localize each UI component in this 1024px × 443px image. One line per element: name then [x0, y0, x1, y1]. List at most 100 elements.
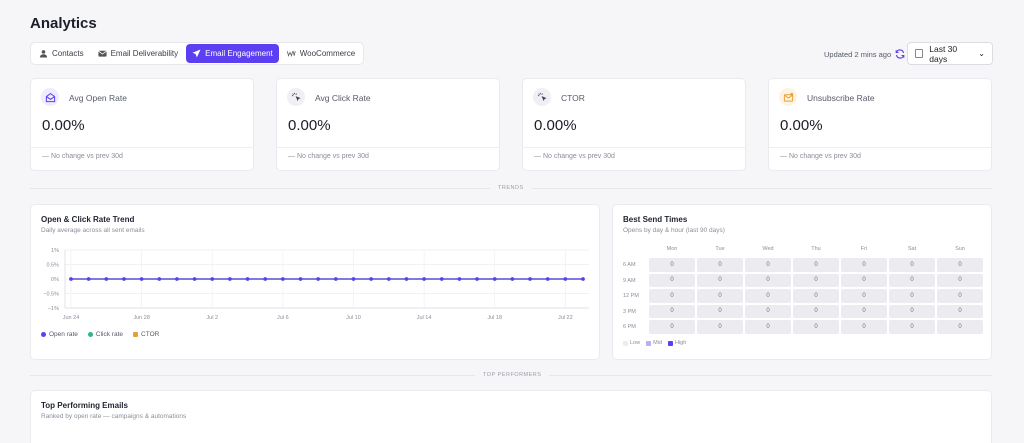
heatmap-cell: 0: [649, 273, 695, 287]
stat-compare: — No change vs prev 30d: [780, 153, 861, 160]
data-point: [316, 277, 320, 281]
data-point: [281, 277, 285, 281]
ctor-icon: [533, 88, 551, 106]
heatmap-cell: 0: [889, 258, 935, 272]
heatmap-cell: 0: [793, 320, 839, 334]
data-point: [192, 277, 197, 281]
click-icon: [287, 88, 305, 106]
heatmap-cell: 0: [937, 289, 983, 303]
data-point: [104, 277, 109, 281]
stat-label: Unsubscribe Rate: [807, 93, 875, 103]
data-point: [122, 277, 126, 281]
heatmap-cell: 0: [937, 273, 983, 287]
refresh-icon[interactable]: [895, 49, 905, 59]
stat-label: CTOR: [561, 93, 585, 103]
heatmap-cell: 0: [889, 289, 935, 303]
woocommerce-icon: [286, 51, 296, 57]
send-icon: [192, 49, 201, 58]
data-point: [422, 277, 426, 281]
last-updated: Updated 2 mins ago: [824, 49, 905, 59]
data-point: [510, 277, 515, 281]
heatmap-hour-label: 3 PM: [623, 308, 636, 315]
heatmap-day-label: Tue: [715, 246, 725, 252]
heatmap-day-label: Sat: [907, 246, 917, 252]
heatmap-cell: 0: [745, 273, 791, 287]
x-tick-label: Jul 2: [206, 315, 218, 321]
legend-item-ctor: CTOR: [133, 331, 159, 338]
section-label-top-performers: TOP PERFORMERS: [475, 372, 550, 378]
stat-card-click-rate: Avg Click Rate 0.00% — No change vs prev…: [276, 78, 500, 171]
trend-chart-subtitle: Daily average across all sent emails: [41, 227, 145, 234]
heatmap-cell: 0: [649, 320, 695, 334]
section-label-trends: TRENDS: [490, 185, 532, 191]
calendar-icon: [915, 49, 924, 58]
tab-contacts[interactable]: Contacts: [33, 44, 90, 63]
heatmap-day-label: Mon: [666, 246, 678, 252]
stat-value: 0.00%: [534, 117, 577, 134]
trend-chart-title: Open & Click Rate Trend: [41, 215, 135, 224]
data-point: [175, 277, 179, 281]
stat-compare: — No change vs prev 30d: [42, 153, 123, 160]
heatmap-day-label: Sun: [955, 246, 965, 252]
legend-label: Low: [630, 340, 641, 346]
heatmap-cell: 0: [937, 304, 983, 318]
stat-card-ctor: CTOR 0.00% — No change vs prev 30d: [522, 78, 746, 171]
heatmap-cell: 0: [889, 273, 935, 287]
top-emails-panel: Top Performing Emails Ranked by open rat…: [30, 390, 992, 443]
heatmap-cell: 0: [841, 289, 887, 303]
trend-line-chart: 1% 0.5% 0% −0.5% −1% Jun 24 Jun 28 Jul 2 Jul 6 Ju…: [43, 248, 589, 321]
legend-label: Open rate: [49, 331, 78, 338]
data-point: [298, 277, 303, 281]
stat-compare: — No change vs prev 30d: [288, 153, 369, 160]
data-point: [369, 277, 373, 281]
stat-label: Avg Click Rate: [315, 93, 371, 103]
heatmap-cell: 0: [745, 320, 791, 334]
data-point: [457, 277, 462, 281]
heatmap-cell: 0: [649, 258, 695, 272]
heatmap-hour-label: 12 PM: [623, 293, 639, 299]
open-mail-icon: [41, 88, 59, 106]
heatmap-day-label: Wed: [762, 246, 774, 252]
data-point: [228, 277, 232, 281]
stat-value: 0.00%: [780, 117, 823, 134]
top-emails-subtitle: Ranked by open rate — campaigns & automa…: [41, 413, 187, 420]
date-range-value: Last 30 days: [929, 43, 958, 64]
contacts-icon: [39, 50, 48, 58]
heatmap-cell: 0: [841, 273, 887, 287]
heatmap-cell: 0: [937, 258, 983, 272]
heatmap-cell: 0: [841, 258, 887, 272]
data-point: [245, 277, 250, 281]
data-point: [475, 277, 479, 281]
heatmap-day-label: Thu: [811, 246, 821, 252]
legend-label: CTOR: [141, 331, 160, 338]
stat-label: Avg Open Rate: [69, 93, 127, 103]
tab-label: Email Deliverability: [110, 49, 179, 58]
heatmap-legend: Low Mid High: [623, 340, 686, 346]
data-point: [157, 277, 162, 281]
data-point: [263, 277, 268, 281]
heatmap-cell: 0: [793, 289, 839, 303]
best-send-times-panel: Best Send Times Opens by day & hour (las…: [612, 204, 992, 360]
heatmap-cell: 0: [937, 320, 983, 334]
x-tick-label: Jun 24: [63, 315, 80, 321]
x-tick-label: Jun 28: [133, 315, 150, 321]
unsubscribe-icon: [779, 88, 797, 106]
heatmap-hour-label: 6 PM: [623, 324, 636, 330]
heatmap-hour-label: 9 AM: [623, 277, 636, 284]
stat-card-open-rate: Avg Open Rate 0.00% — No change vs prev …: [30, 78, 254, 171]
trend-legend: Open rate Click rate CTOR: [41, 331, 159, 338]
stat-card-unsubscribe-rate: Unsubscribe Rate 0.00% — No change vs pr…: [768, 78, 992, 171]
data-point: [351, 277, 356, 281]
heatmap-cell: 0: [745, 258, 791, 272]
data-point: [386, 277, 391, 281]
tab-label: Contacts: [52, 49, 84, 58]
data-point: [492, 277, 497, 281]
tab-email-engagement[interactable]: Email Engagement: [186, 44, 279, 63]
heatmap-cell: 0: [793, 273, 839, 287]
tab-email-deliverability[interactable]: Email Deliverability: [92, 44, 185, 63]
date-range-select[interactable]: Last 30 days ⌄: [907, 42, 993, 65]
y-tick-label: 0%: [51, 277, 59, 283]
data-point: [334, 277, 338, 281]
tab-woocommerce[interactable]: WooCommerce: [281, 44, 361, 63]
updated-text: Updated 2 mins ago: [824, 49, 892, 59]
